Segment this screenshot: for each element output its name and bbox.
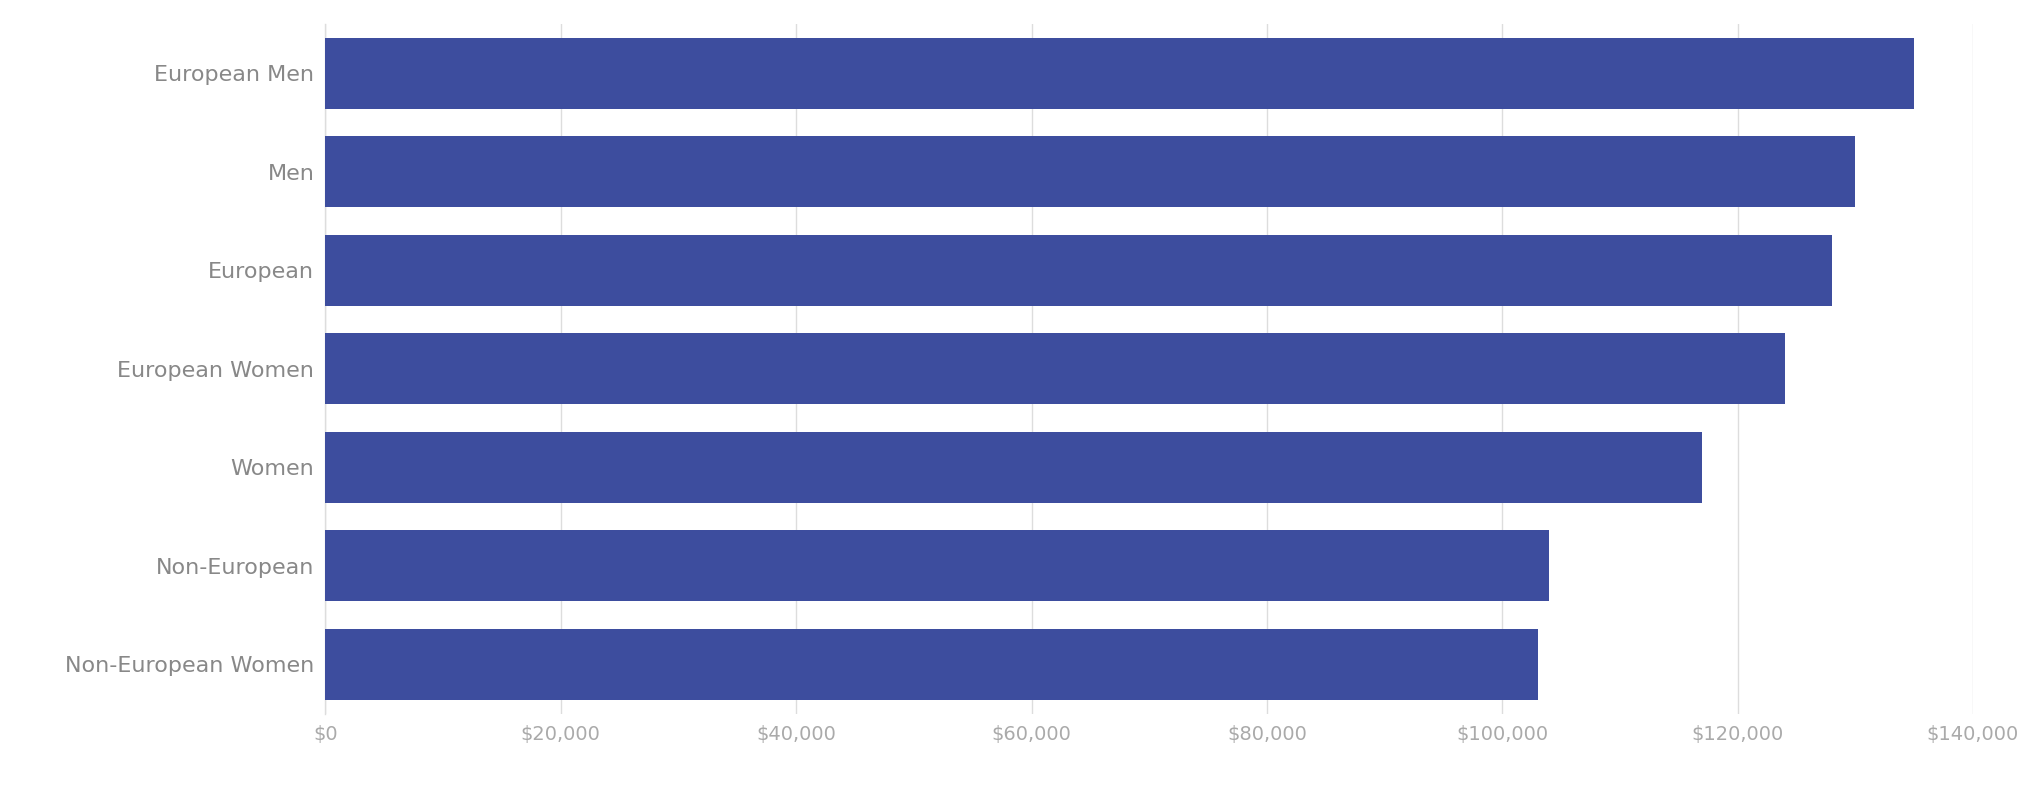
Bar [325,136,1855,207]
Bar [325,531,1550,601]
Bar [325,333,1784,404]
Bar [325,432,1702,503]
Bar [325,629,1538,700]
Bar [325,235,1833,305]
Bar [325,37,1914,109]
